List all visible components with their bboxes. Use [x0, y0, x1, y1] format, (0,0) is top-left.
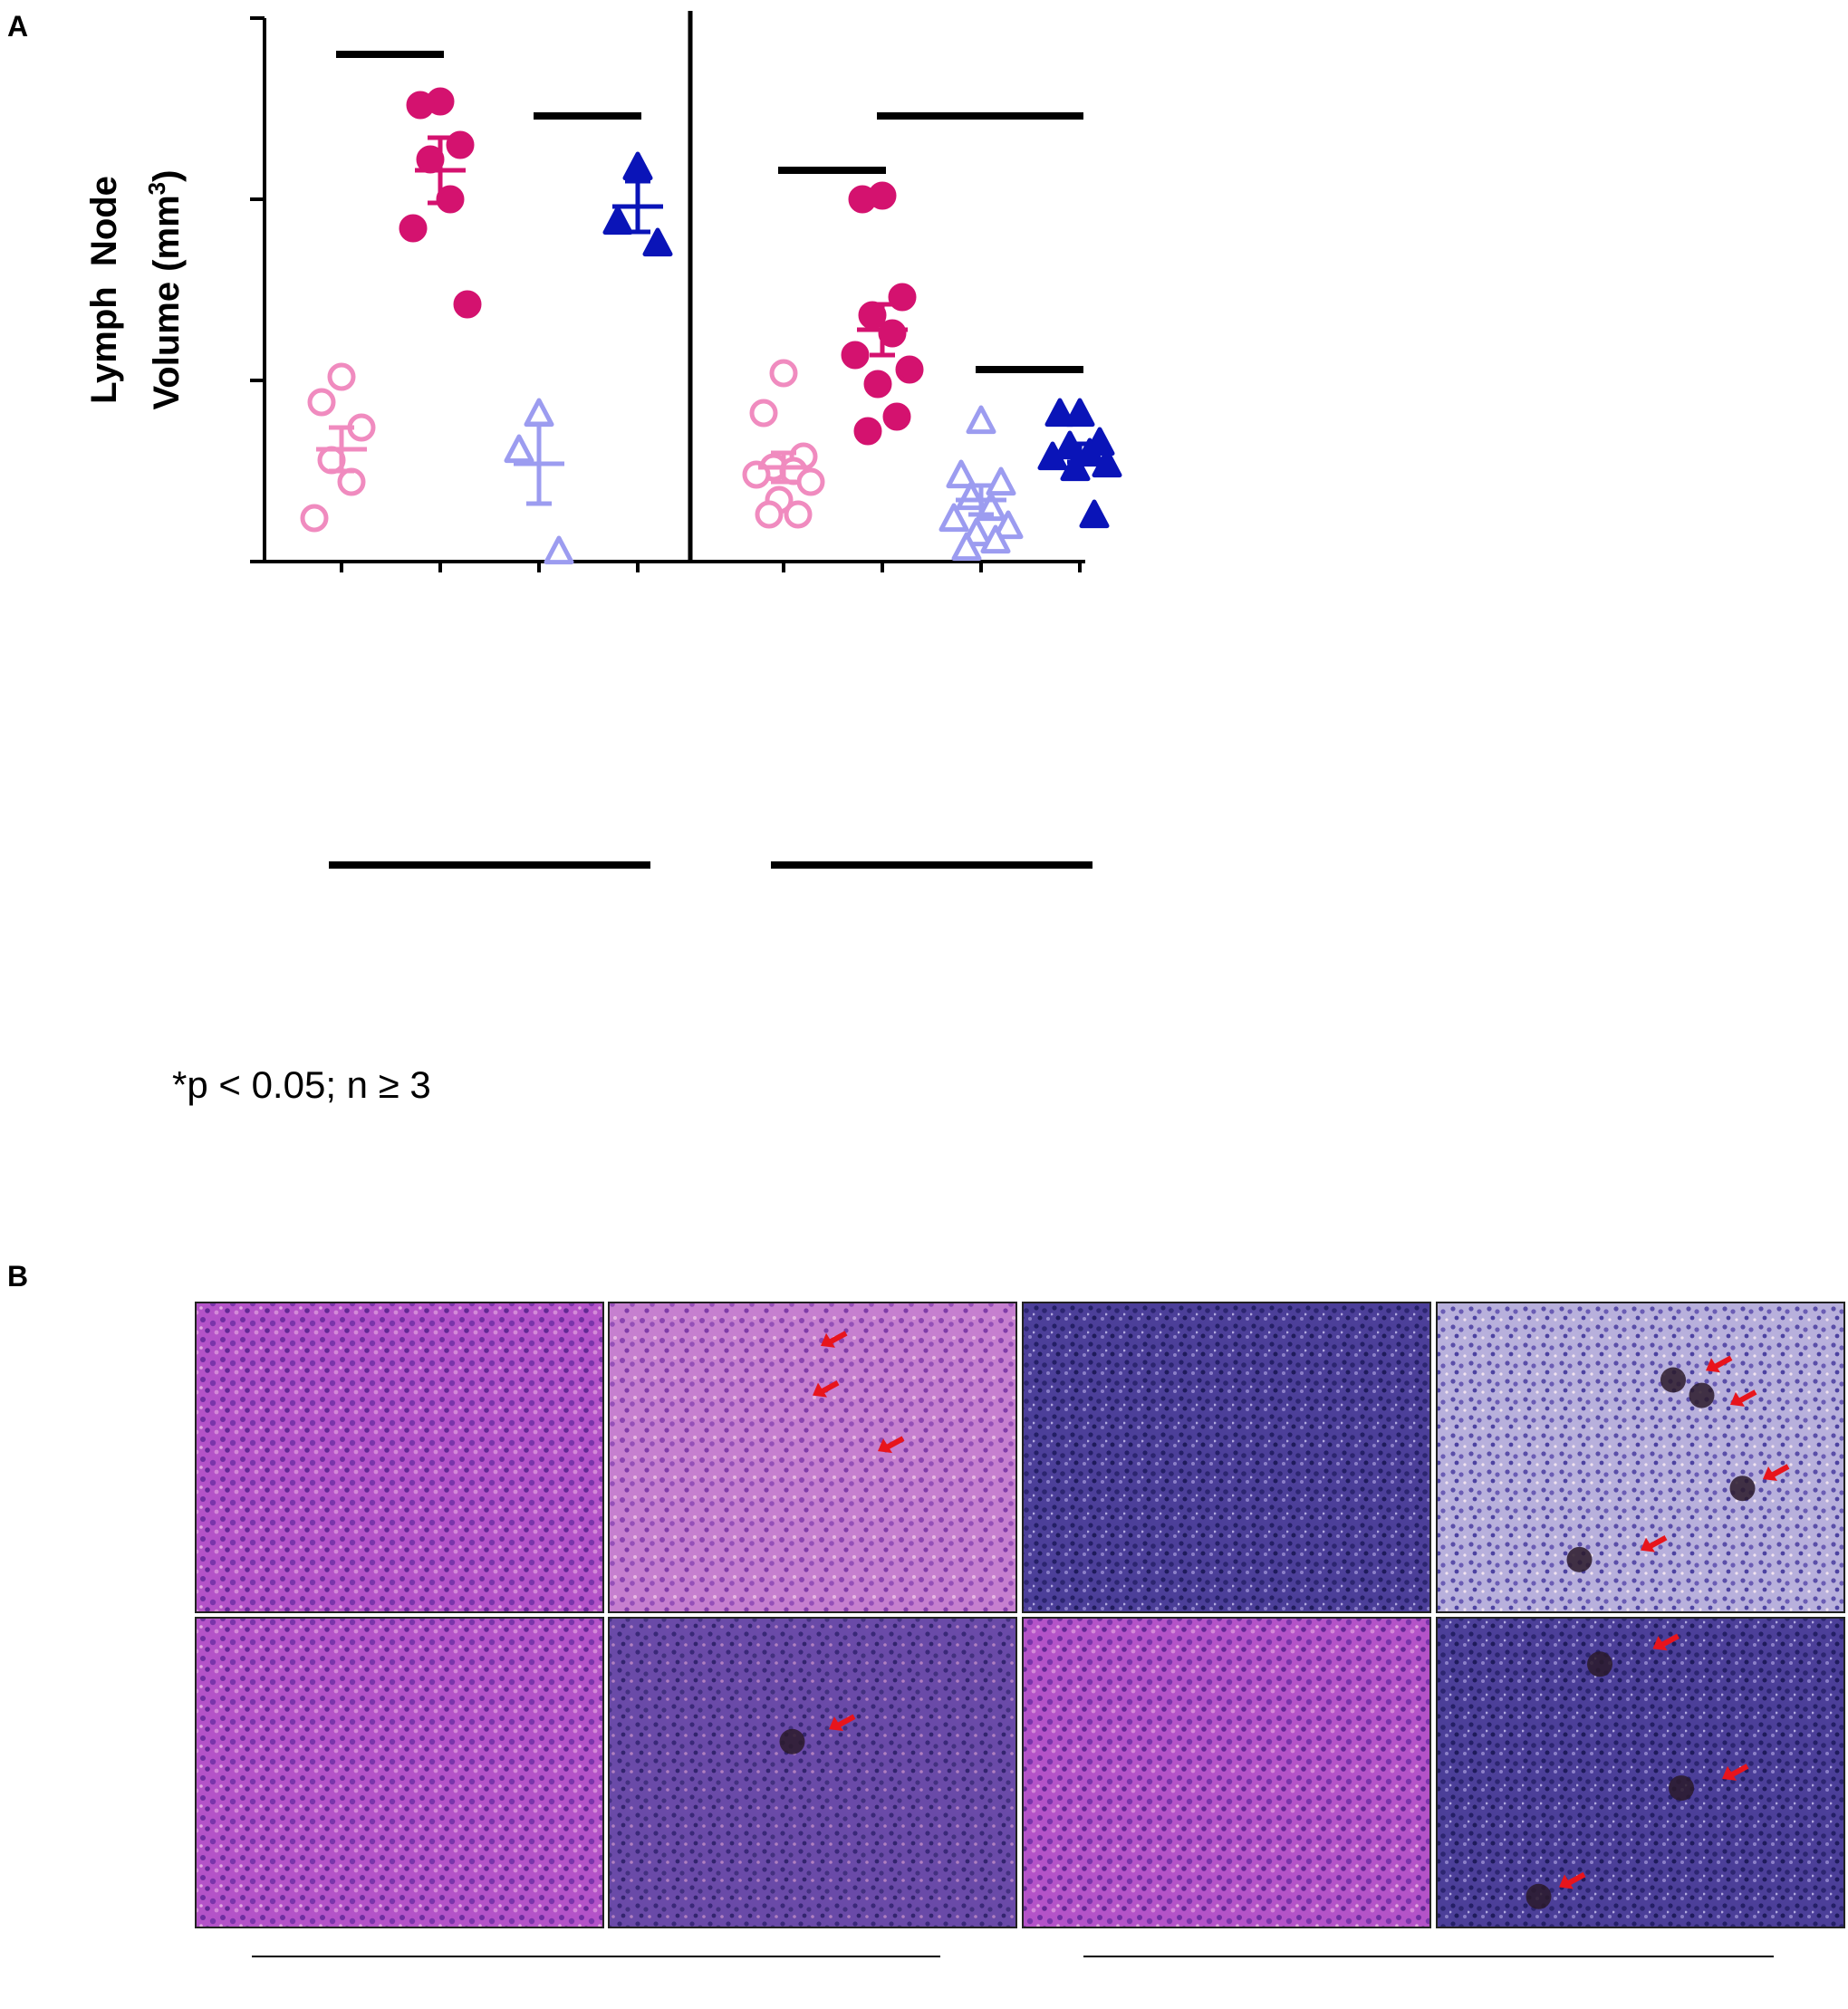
red-arrow-head: [1641, 1537, 1655, 1552]
data-point: [1092, 448, 1122, 478]
data-point: [882, 402, 911, 431]
red-arrow-head: [1559, 1874, 1574, 1889]
particle-deposit: [1566, 1546, 1593, 1572]
data-point: [1079, 499, 1110, 529]
micrograph-image: [1022, 1302, 1431, 1613]
red-arrow-head: [1706, 1358, 1720, 1373]
data-point: [307, 388, 336, 417]
red-arrow-head: [1763, 1466, 1777, 1481]
histology-panel: [195, 1302, 1845, 1957]
data-point: [848, 185, 877, 214]
significance-footnote: *p < 0.05; n ≥ 3: [172, 1063, 431, 1106]
data-point: [642, 227, 673, 257]
red-arrow-head: [1652, 1636, 1668, 1651]
data-point: [863, 370, 892, 399]
micrograph-tile: [1022, 1302, 1431, 1613]
red-arrow-head: [1730, 1391, 1745, 1407]
data-point: [938, 503, 969, 533]
data-point: [337, 467, 366, 496]
micrograph-image: [1022, 1617, 1431, 1928]
data-point: [1037, 441, 1068, 471]
series-points: [399, 87, 482, 319]
data-point: [986, 466, 1016, 496]
red-arrow-head: [878, 1438, 892, 1454]
micrograph-image: [195, 1302, 604, 1613]
particle-deposit: [1669, 1775, 1694, 1802]
data-point: [784, 500, 813, 529]
series-points: [742, 359, 825, 529]
data-point: [504, 434, 534, 464]
series-points: [602, 151, 673, 257]
y-axis-title-line1: Lymph Node: [84, 176, 124, 404]
data-point: [406, 91, 435, 120]
data-point: [796, 467, 825, 496]
micrograph-image: [1436, 1302, 1845, 1613]
micrograph-tile: [1436, 1302, 1845, 1613]
particle-deposit: [779, 1728, 805, 1754]
data-point: [300, 504, 329, 533]
data-point: [966, 405, 996, 435]
y-axis-title-line2: Volume (mm3): [143, 170, 187, 410]
series-points: [1037, 398, 1122, 529]
data-point: [841, 341, 870, 370]
y-axis-title: Lymph Node Volume (mm3): [84, 170, 187, 410]
data-point: [1044, 398, 1075, 428]
red-arrow-head: [829, 1716, 843, 1732]
data-point: [544, 535, 574, 565]
red-arrow-head: [1722, 1765, 1737, 1781]
series-points: [841, 181, 924, 446]
data-point: [602, 206, 633, 236]
data-point: [853, 417, 882, 446]
particle-deposit: [1689, 1382, 1715, 1408]
data-point: [769, 359, 798, 388]
micrograph-image: [608, 1617, 1017, 1928]
micrograph-image: [1436, 1617, 1845, 1928]
data-point: [888, 283, 917, 312]
data-point: [951, 532, 982, 562]
panel-a-label: A: [7, 10, 28, 43]
particle-deposit: [1729, 1476, 1756, 1502]
red-arrow-head: [821, 1332, 835, 1348]
micrograph-image: [608, 1302, 1017, 1613]
particle-deposit: [1587, 1651, 1612, 1677]
micrograph-tile: [1022, 1617, 1431, 1928]
panel-b-label: B: [7, 1260, 28, 1293]
data-point: [327, 362, 356, 391]
data-point: [993, 510, 1024, 540]
data-point: [1060, 452, 1091, 482]
data-point: [895, 355, 924, 384]
series-points: [504, 398, 574, 565]
micrograph-tile: [608, 1617, 1017, 1928]
micrograph-tile: [1436, 1617, 1845, 1928]
data-point: [524, 398, 554, 428]
series-points: [938, 405, 1024, 562]
particle-deposit: [1526, 1883, 1552, 1909]
series-points: [300, 362, 376, 533]
particle-deposit: [1660, 1367, 1686, 1393]
data-point: [1064, 398, 1095, 428]
data-point: [980, 524, 1011, 554]
data-point: [399, 214, 428, 243]
data-point: [755, 500, 784, 529]
micrograph-tile: [195, 1617, 604, 1928]
data-point: [946, 459, 977, 489]
data-point: [622, 151, 653, 181]
micrograph-tile: [195, 1302, 604, 1613]
red-arrow-head: [813, 1382, 827, 1398]
scatter-plot: [250, 11, 1122, 869]
micrograph-image: [195, 1617, 604, 1928]
micrograph-tile: [608, 1302, 1017, 1613]
data-point: [446, 130, 475, 159]
data-point: [749, 399, 778, 428]
data-point: [453, 290, 482, 319]
